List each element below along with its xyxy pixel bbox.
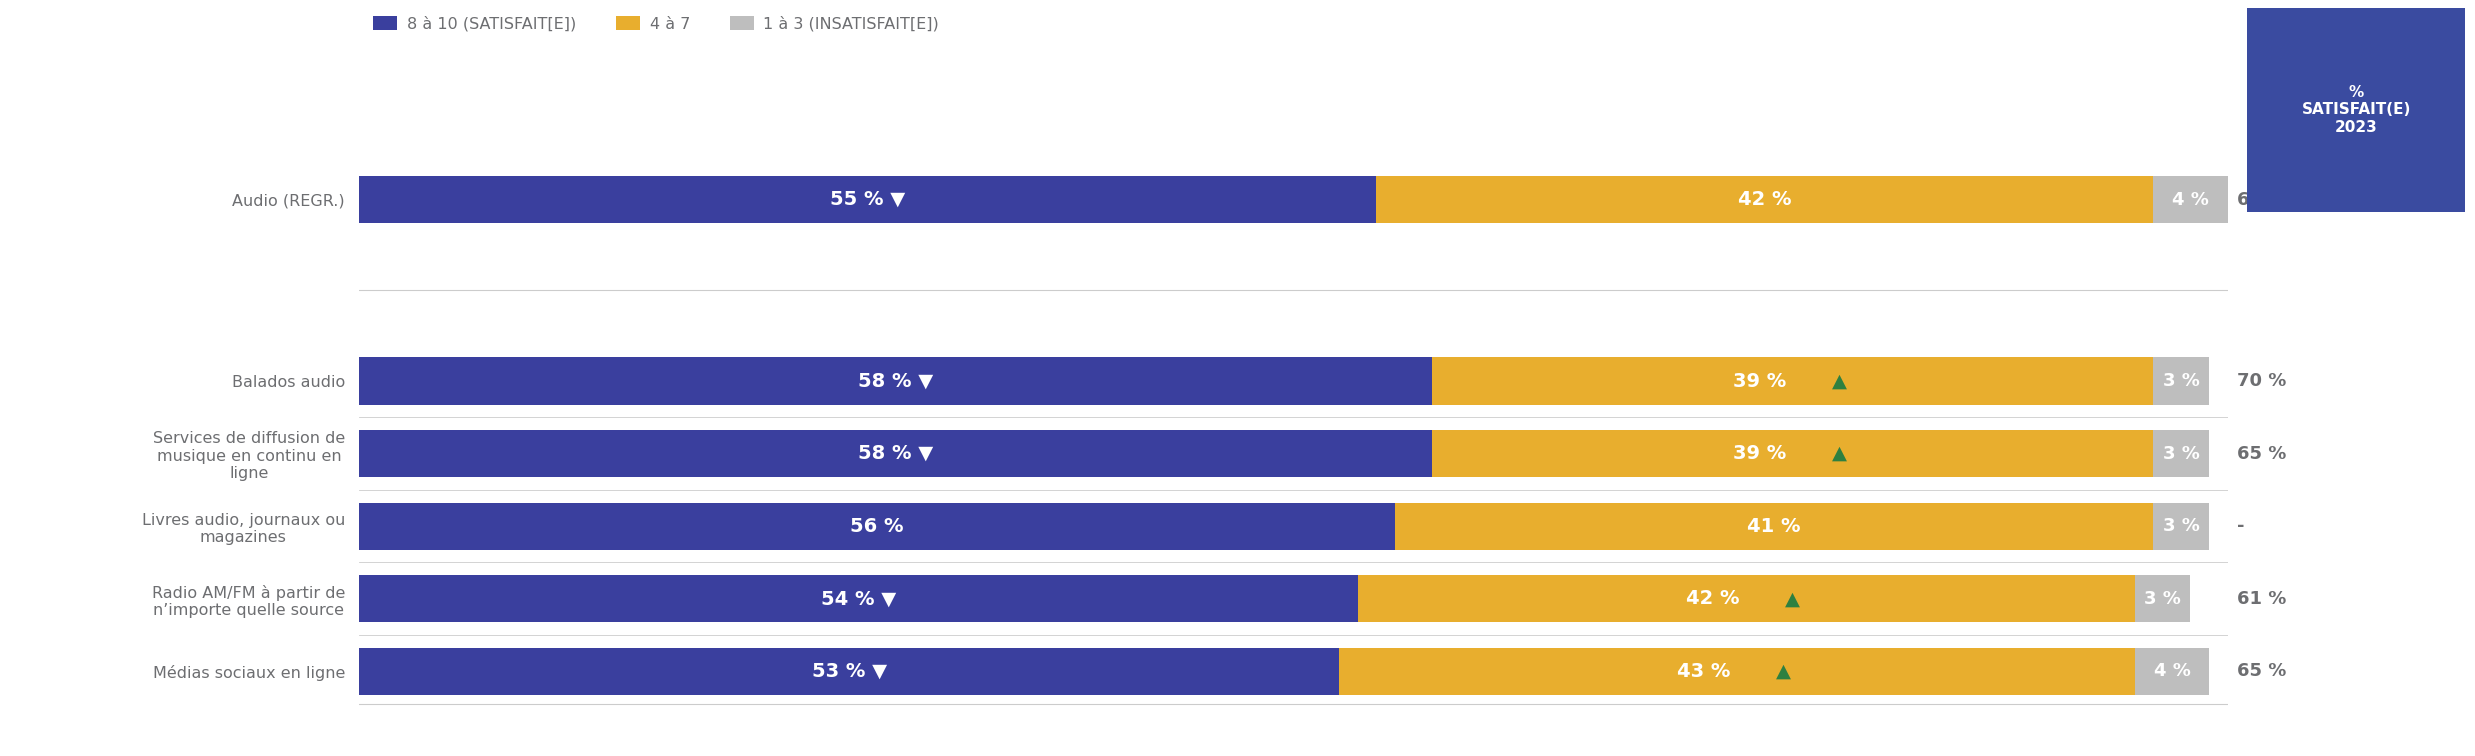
Text: 43 %: 43 % [1678, 662, 1730, 681]
Text: 70 %: 70 % [2237, 372, 2287, 390]
Text: 65 %: 65 % [2237, 445, 2287, 463]
Text: 54 % ▼: 54 % ▼ [822, 589, 896, 609]
Bar [359, 503, 1396, 550]
Text: 58 % ▼: 58 % ▼ [859, 444, 933, 463]
Bar [359, 575, 1359, 622]
Legend: 8 à 10 (SATISFAIT[E]), 4 à 7, 1 à 3 (INSATISFAIT[E]): 8 à 10 (SATISFAIT[E]), 4 à 7, 1 à 3 (INS… [366, 10, 945, 39]
Bar [2136, 575, 2190, 622]
Text: ▲: ▲ [1832, 371, 1846, 391]
Text: 42 %: 42 % [1685, 589, 1740, 609]
Bar [1359, 575, 2136, 622]
Bar [2153, 176, 2228, 223]
Bar [1433, 358, 2153, 404]
Bar [2153, 503, 2210, 550]
Bar [1433, 430, 2153, 477]
Bar [359, 176, 1376, 223]
Text: 58 % ▼: 58 % ▼ [859, 371, 933, 391]
Text: 3 %: 3 % [2143, 590, 2180, 608]
Text: 42 %: 42 % [1737, 190, 1792, 209]
Bar [1339, 648, 2136, 695]
Text: 56 %: 56 % [849, 516, 903, 536]
Text: ▲: ▲ [1784, 589, 1799, 609]
Text: 55 % ▼: 55 % ▼ [829, 190, 906, 209]
Text: 3 %: 3 % [2163, 517, 2200, 535]
Bar [359, 648, 1339, 695]
Text: 60 %: 60 % [2237, 191, 2287, 209]
Bar [1396, 503, 2153, 550]
Text: 65 %: 65 % [2237, 662, 2287, 680]
Text: 3 %: 3 % [2163, 445, 2200, 463]
Bar [359, 358, 1433, 404]
Bar [1376, 176, 2153, 223]
Text: 4 %: 4 % [2173, 191, 2208, 209]
Text: 39 %: 39 % [1732, 371, 1787, 391]
Bar [2153, 430, 2210, 477]
Text: ▲: ▲ [1832, 444, 1846, 463]
Text: ▲: ▲ [1777, 662, 1792, 681]
Text: 3 %: 3 % [2163, 372, 2200, 390]
Bar [359, 430, 1433, 477]
Text: -: - [2237, 517, 2245, 535]
Bar [2136, 648, 2210, 695]
Text: 39 %: 39 % [1732, 444, 1787, 463]
Text: 61 %: 61 % [2237, 590, 2287, 608]
Bar [2153, 358, 2210, 404]
Text: 53 % ▼: 53 % ▼ [812, 662, 886, 681]
Text: %
SATISFAIT(E)
2023: % SATISFAIT(E) 2023 [2302, 85, 2411, 135]
Text: 41 %: 41 % [1747, 516, 1802, 536]
Text: 4 %: 4 % [2153, 662, 2190, 680]
